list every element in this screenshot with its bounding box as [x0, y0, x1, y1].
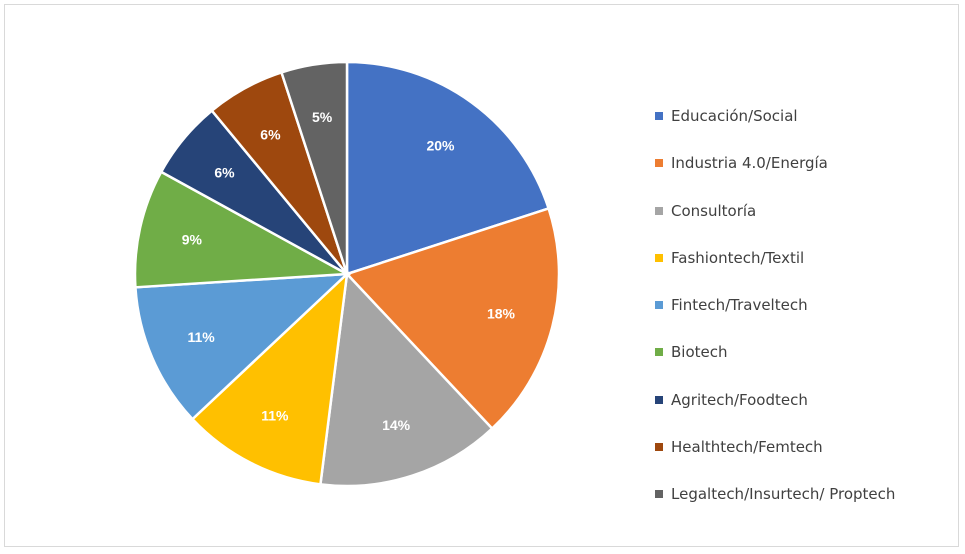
legend-label-7: Agritech/Foodtech: [671, 390, 808, 409]
legend-item-4: Fashiontech/Textil: [655, 249, 895, 296]
legend-item-5: Fintech/Traveltech: [655, 296, 895, 343]
chart-legend: Educación/Social Industria 4.0/Energía Con…: [655, 107, 895, 533]
legend-item-9: Legaltech/Insurtech/ Proptech: [655, 485, 895, 532]
legend-item-3: Consultoría: [655, 202, 895, 249]
legend-swatch-5: [655, 301, 663, 310]
pie-slice-9: [279, 60, 349, 275]
slice-label-5: 11%: [187, 329, 215, 345]
legend-swatch-6: [655, 348, 663, 357]
legend-swatch-4: [655, 253, 663, 262]
pie-slice-5: [134, 272, 351, 421]
legend-label-3: Consultoría: [671, 201, 757, 220]
legend-label-6: Biotech: [671, 343, 728, 362]
legend-item-7: Agritech/Foodtech: [655, 391, 895, 438]
pie-slice-4: [190, 270, 349, 486]
slice-label-6: 9%: [182, 231, 203, 247]
legend-label-9: Legaltech/Insurtech/ Proptech: [671, 485, 896, 504]
legend-label-2: Industria 4.0/Energía: [671, 154, 828, 173]
legend-item-8: Healthtech/Femtech: [655, 438, 895, 485]
legend-swatch-3: [655, 206, 663, 215]
legend-item-2: Industria 4.0/Energía: [655, 154, 895, 201]
slice-label-2: 18%: [487, 306, 516, 322]
slice-label-1: 20%: [426, 137, 455, 153]
slice-label-7: 6%: [214, 165, 235, 181]
pie-slice-1: [345, 60, 551, 276]
pie-slice-6: [133, 170, 352, 289]
pie-slice-2: [344, 206, 561, 431]
legend-swatch-9: [655, 490, 663, 499]
legend-swatch-8: [655, 443, 663, 452]
slice-label-8: 6%: [260, 127, 281, 143]
legend-swatch-2: [655, 159, 663, 168]
legend-swatch-7: [655, 395, 663, 404]
slice-label-9: 5%: [312, 109, 333, 125]
legend-label-4: Fashiontech/Textil: [671, 248, 805, 267]
pie-slice-3: [319, 271, 494, 488]
legend-label-5: Fintech/Traveltech: [671, 296, 808, 315]
legend-label-1: Educación/Social: [671, 107, 798, 125]
legend-item-1: Educación/Social: [655, 107, 895, 154]
legend-swatch-1: [655, 112, 663, 120]
legend-label-8: Healthtech/Femtech: [671, 438, 823, 457]
slice-label-3: 14%: [382, 417, 411, 433]
slice-label-4: 11%: [261, 408, 289, 424]
legend-item-6: Biotech: [655, 343, 895, 390]
